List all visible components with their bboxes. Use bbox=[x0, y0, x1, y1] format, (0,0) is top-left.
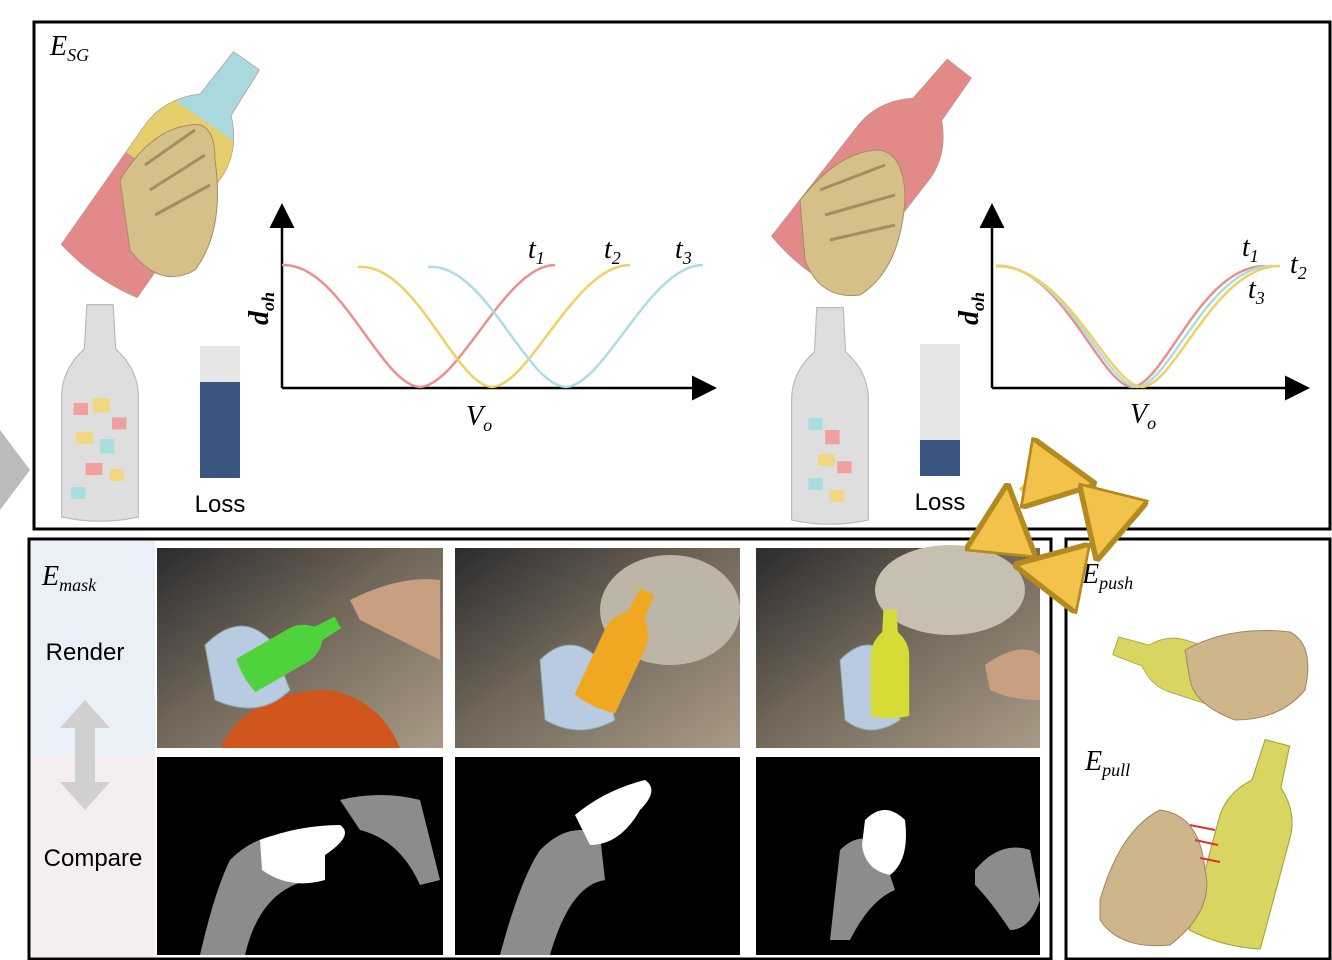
loss-label: Loss bbox=[915, 489, 966, 516]
loss-bar bbox=[200, 382, 240, 478]
figure: ESG Loss t1 t2 t3 doh Vo Loss t1 t2 t3 d… bbox=[0, 0, 1332, 960]
render-image bbox=[455, 548, 740, 748]
render-image bbox=[157, 548, 443, 748]
side-arrow bbox=[0, 430, 30, 510]
mask-image bbox=[756, 757, 1040, 955]
render-image bbox=[756, 545, 1040, 748]
row-label: Render bbox=[46, 639, 125, 666]
mask-image bbox=[157, 757, 443, 955]
mask-image bbox=[455, 757, 740, 955]
loss-bar bbox=[920, 440, 960, 476]
loss-label: Loss bbox=[195, 491, 246, 518]
row-label: Compare bbox=[44, 845, 143, 872]
